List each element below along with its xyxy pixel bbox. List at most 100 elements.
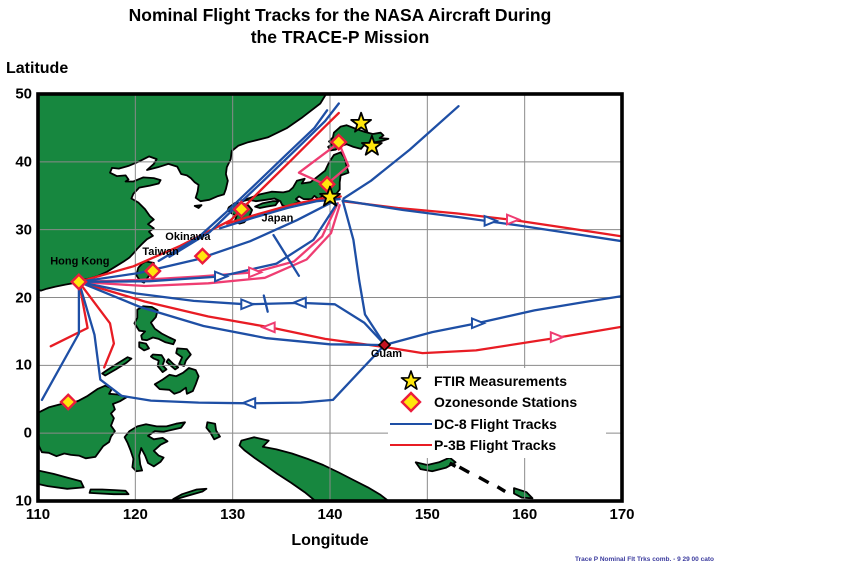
island-dash	[448, 461, 457, 468]
station-label: Okinawa	[165, 231, 211, 243]
land-new-britain	[414, 456, 457, 473]
track-direction-arrow	[470, 316, 487, 330]
land-mindoro	[138, 341, 150, 352]
dc8-flight-track	[342, 105, 460, 200]
place-label-guam: Guam	[371, 348, 402, 360]
dc8-line-sample	[390, 422, 432, 425]
land-lesser-sunda	[88, 488, 130, 496]
x-tick-label: 130	[220, 506, 246, 523]
dc8-flight-track	[341, 199, 386, 346]
x-tick-label: 120	[122, 506, 148, 523]
island-dash	[458, 465, 471, 474]
ozonesonde-station-marker	[143, 262, 162, 280]
legend-item-ozonesonde: Ozonesonde Stations	[388, 390, 606, 414]
track-direction-arrow	[240, 298, 256, 311]
land-cebu-bohol	[165, 358, 180, 371]
p3b-line-sample	[390, 444, 432, 447]
dc8-flight-track	[77, 280, 386, 346]
ftir-station-marker	[350, 111, 372, 133]
station-label: Hong Kong	[50, 255, 109, 267]
dc8-flight-track	[77, 280, 386, 347]
land-timor	[171, 487, 208, 501]
x-tick-label: 170	[609, 506, 635, 523]
legend-item-p3b: P-3B Flight Tracks	[388, 435, 606, 457]
ftir-station-marker	[319, 185, 341, 207]
land-cheju	[193, 204, 203, 209]
p3b-flight-track	[77, 111, 340, 284]
dc8-flight-track	[272, 233, 301, 277]
p3b-flight-track	[77, 280, 116, 369]
land-luzon	[133, 305, 177, 346]
track-direction-arrow	[240, 396, 257, 410]
ozonesonde-station-marker	[59, 393, 78, 411]
x-tick-label: 110	[25, 506, 51, 523]
island-dash	[478, 475, 490, 485]
land-mainland-asia	[38, 94, 327, 292]
x-tick-label: 140	[317, 506, 343, 523]
track-direction-arrow	[214, 270, 230, 283]
y-tick-label: 50	[15, 85, 32, 103]
map-canvas: Hong Kong Taiwan Okinawa Guam Japan	[36, 92, 624, 503]
legend-label-ozonesonde: Ozonesonde Stations	[434, 394, 578, 411]
land-shikoku	[254, 200, 280, 209]
land-new-guinea	[238, 436, 390, 501]
island-dash	[496, 485, 507, 493]
land-samar-leyte	[175, 347, 192, 367]
legend-label-ftir: FTIR Measurements	[434, 372, 568, 389]
ozonesonde-station-marker	[232, 200, 251, 219]
ozonesonde-diamond-icon	[388, 390, 434, 414]
p3b-flight-track	[49, 280, 89, 348]
land-java	[38, 469, 85, 490]
land-borneo	[38, 384, 128, 460]
ozonesonde-station-marker	[329, 133, 348, 152]
dc8-flight-track	[341, 199, 622, 243]
figure-title: Nominal Flight Tracks for the NASA Aircr…	[40, 5, 640, 49]
dc8-flight-track	[168, 102, 340, 258]
x-axis-title: Longitude	[291, 532, 369, 549]
map-legend: FTIR Measurements Ozonesonde Stations DC…	[388, 368, 606, 458]
legend-label-dc8: DC-8 Flight Tracks	[434, 415, 557, 432]
track-direction-arrow	[259, 321, 276, 334]
ozonesonde-station-marker	[193, 247, 212, 266]
figure-title-line1: Nominal Flight Tracks for the NASA Aircr…	[128, 5, 552, 25]
track-direction-arrow	[248, 266, 264, 279]
legend-item-dc8: DC-8 Flight Tracks	[388, 413, 606, 435]
dc8-flight-track	[262, 294, 269, 313]
dc8-flight-track	[383, 294, 622, 347]
land-sulawesi	[123, 421, 186, 473]
x-tick-label: 150	[414, 506, 440, 523]
x-tick-label: 160	[512, 506, 538, 523]
legend-label-p3b: P-3B Flight Tracks	[434, 437, 557, 454]
track-direction-arrow	[506, 213, 522, 226]
p3b-flight-track	[77, 204, 341, 288]
land-guadalcanal	[513, 487, 534, 500]
land-mindanao	[153, 367, 200, 395]
dc8-flight-track	[157, 109, 329, 263]
dc8-flight-track	[218, 197, 341, 230]
y-tick-label: 0	[23, 424, 32, 442]
y-tick-label: 20	[15, 289, 32, 306]
ftir-star-icon	[388, 369, 434, 393]
credit-text: Trace P Nominal Flt Trks comb. - 9 29 00…	[575, 556, 714, 563]
ozonesonde-station-marker	[69, 273, 88, 291]
y-axis-title: Latitude	[6, 60, 69, 77]
guam-marker	[377, 338, 392, 352]
y-tick-label: 30	[15, 221, 32, 239]
ftir-station-marker	[361, 134, 383, 156]
land-halmahera	[205, 421, 221, 441]
place-label: Japan	[262, 213, 294, 225]
track-direction-arrow	[483, 214, 500, 228]
y-tick-label: 40	[15, 153, 32, 171]
land-palawan	[101, 356, 133, 377]
dc8-flight-track	[77, 200, 336, 284]
y-tick-label: 10	[15, 492, 32, 510]
legend-item-ftir: FTIR Measurements	[388, 369, 606, 393]
dc8-flight-track	[40, 280, 81, 402]
dc8-flight-track	[77, 280, 386, 405]
track-direction-arrow	[291, 296, 307, 309]
y-tick-label: 10	[15, 356, 32, 374]
land-panay-negros	[150, 353, 168, 373]
station-label: Taiwan	[142, 246, 179, 258]
p3b-flight-track	[77, 280, 622, 355]
